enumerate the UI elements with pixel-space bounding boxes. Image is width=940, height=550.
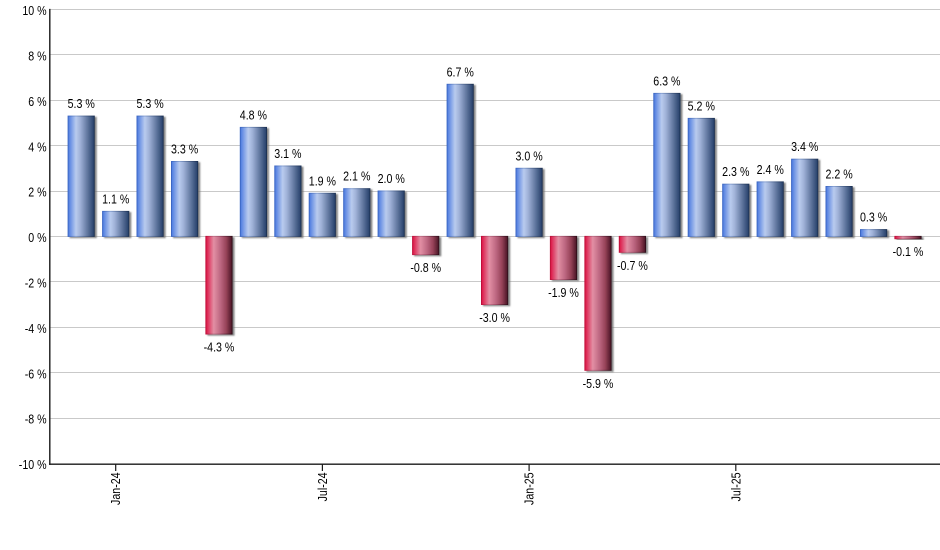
svg-text:1.9 %: 1.9 % <box>309 173 337 188</box>
svg-text:Jan-25: Jan-25 <box>522 472 537 505</box>
svg-text:8 %: 8 % <box>28 48 47 63</box>
svg-text:-10 %: -10 % <box>19 457 47 472</box>
svg-text:2.2 %: 2.2 % <box>825 166 853 181</box>
svg-text:3.1 %: 3.1 % <box>274 146 302 161</box>
svg-text:-6 %: -6 % <box>25 366 47 381</box>
svg-text:5.2 %: 5.2 % <box>688 98 716 113</box>
svg-text:3.4 %: 3.4 % <box>791 139 819 154</box>
svg-text:-0.1 %: -0.1 % <box>893 244 924 259</box>
svg-text:3.0 %: 3.0 % <box>515 148 543 163</box>
svg-text:-0.7 %: -0.7 % <box>617 258 648 273</box>
svg-text:2.0 %: 2.0 % <box>378 171 406 186</box>
svg-text:Jan-24: Jan-24 <box>108 472 123 505</box>
svg-text:Jul-24: Jul-24 <box>315 472 330 501</box>
svg-text:0.3 %: 0.3 % <box>860 210 888 225</box>
svg-text:Jul-25: Jul-25 <box>728 472 743 501</box>
svg-text:4.8 %: 4.8 % <box>240 107 268 122</box>
svg-text:-0.8 %: -0.8 % <box>410 260 441 275</box>
svg-text:-8 %: -8 % <box>25 412 47 427</box>
svg-text:5.3 %: 5.3 % <box>68 96 96 111</box>
svg-text:3.3 %: 3.3 % <box>171 141 199 156</box>
svg-text:10 %: 10 % <box>22 3 47 18</box>
svg-text:0 %: 0 % <box>28 230 47 245</box>
svg-text:4 %: 4 % <box>28 139 47 154</box>
svg-text:6.7 %: 6.7 % <box>447 64 475 79</box>
svg-text:6.3 %: 6.3 % <box>653 73 681 88</box>
svg-text:2.3 %: 2.3 % <box>722 164 750 179</box>
svg-text:-3.0 %: -3.0 % <box>479 310 510 325</box>
svg-text:1.1 %: 1.1 % <box>102 191 130 206</box>
svg-text:2.1 %: 2.1 % <box>343 169 371 184</box>
svg-text:-4.3 %: -4.3 % <box>204 339 235 354</box>
svg-text:2 %: 2 % <box>28 185 47 200</box>
svg-text:6 %: 6 % <box>28 94 47 109</box>
svg-text:5.3 %: 5.3 % <box>136 96 164 111</box>
svg-text:-2 %: -2 % <box>25 275 47 290</box>
svg-text:2.4 %: 2.4 % <box>757 162 785 177</box>
svg-text:-4 %: -4 % <box>25 321 47 336</box>
svg-text:-5.9 %: -5.9 % <box>583 376 614 391</box>
svg-text:-1.9 %: -1.9 % <box>548 285 579 300</box>
